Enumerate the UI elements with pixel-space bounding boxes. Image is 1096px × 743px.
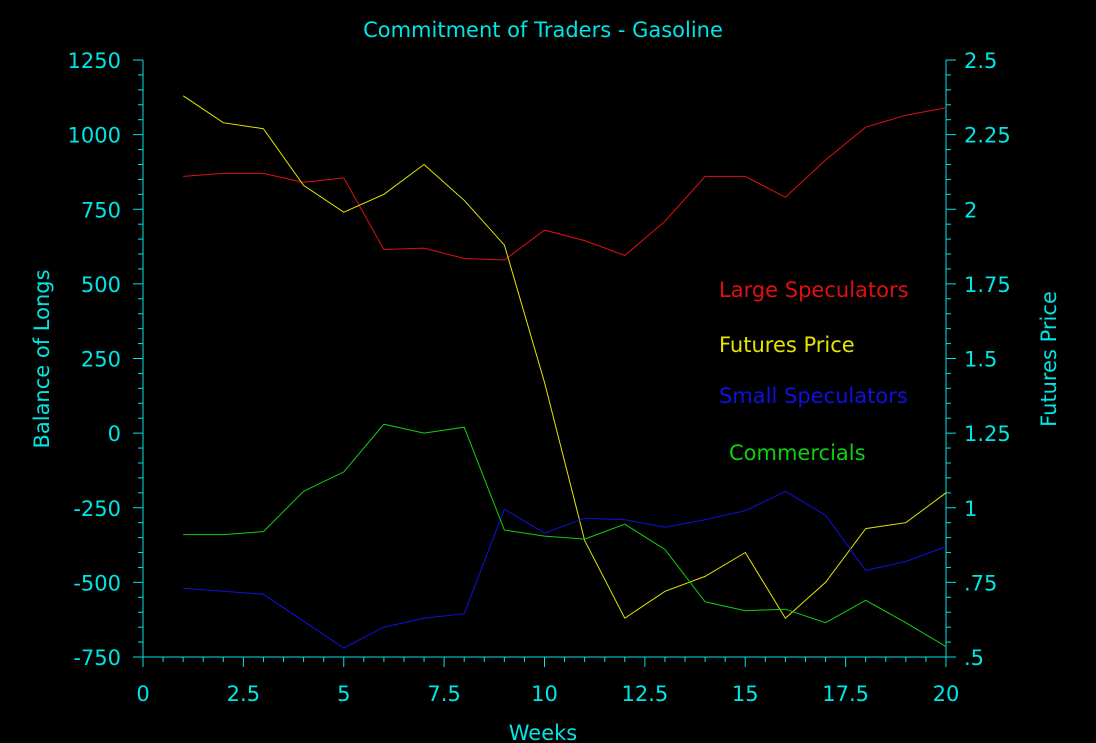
chart-title: Commitment of Traders - Gasoline <box>363 18 723 42</box>
legend-futures-price: Futures Price <box>719 333 855 357</box>
series-line-futures-price <box>182 95 947 619</box>
x-axis-label: Weeks <box>509 721 577 743</box>
series-line-commercials <box>183 423 947 648</box>
legend: Large Speculators Futures Price Small Sp… <box>719 278 909 465</box>
x-tick-label: 5 <box>337 682 350 706</box>
series-group <box>182 95 947 649</box>
y-left-tick-label: 750 <box>81 198 121 222</box>
series-line-large-speculators <box>183 107 947 261</box>
y-left-tick-label: 0 <box>108 422 121 446</box>
y-right-tick-label: 2.25 <box>964 124 1011 148</box>
y-axis-left-label: Balance of Longs <box>30 269 54 448</box>
y-right-tick-label: 2 <box>964 198 977 222</box>
legend-commercials: Commercials <box>729 441 866 465</box>
axis-ticks <box>133 59 956 667</box>
x-tick-label: 15 <box>732 682 759 706</box>
y-left-tick-label: -750 <box>73 646 121 670</box>
y-right-tick-label: 1 <box>964 497 977 521</box>
y-axis-right-label: Futures Price <box>1037 291 1061 427</box>
x-tick-label: 2.5 <box>227 682 260 706</box>
y-right-tick-label: 1.25 <box>964 422 1011 446</box>
y-right-tick-label: .5 <box>964 646 984 670</box>
tick-labels: 0 2.5 5 7.5 10 12.5 15 17.5 20125010007505002500… <box>68 49 1011 706</box>
series-line-small-speculators <box>183 490 947 649</box>
legend-small-speculators: Small Speculators <box>719 384 908 408</box>
x-tick-label: 10 <box>531 682 558 706</box>
y-left-tick-label: 500 <box>81 273 121 297</box>
axes <box>142 60 947 658</box>
legend-large-speculators: Large Speculators <box>719 278 909 302</box>
y-right-tick-label: .75 <box>964 571 997 595</box>
y-left-tick-label: 1250 <box>68 49 121 73</box>
y-left-tick-label: -250 <box>73 497 121 521</box>
x-tick-label: 7.5 <box>427 682 460 706</box>
y-right-tick-label: 1.5 <box>964 348 997 372</box>
y-right-tick-label: 2.5 <box>964 49 997 73</box>
x-tick-label: 12.5 <box>621 682 668 706</box>
x-tick-label: 20 <box>933 682 960 706</box>
y-left-tick-label: 250 <box>81 348 121 372</box>
y-right-tick-label: 1.75 <box>964 273 1011 297</box>
y-left-tick-label: 1000 <box>68 124 121 148</box>
x-tick-label: 0 <box>136 682 149 706</box>
y-left-tick-label: -500 <box>73 571 121 595</box>
x-tick-label: 17.5 <box>822 682 869 706</box>
